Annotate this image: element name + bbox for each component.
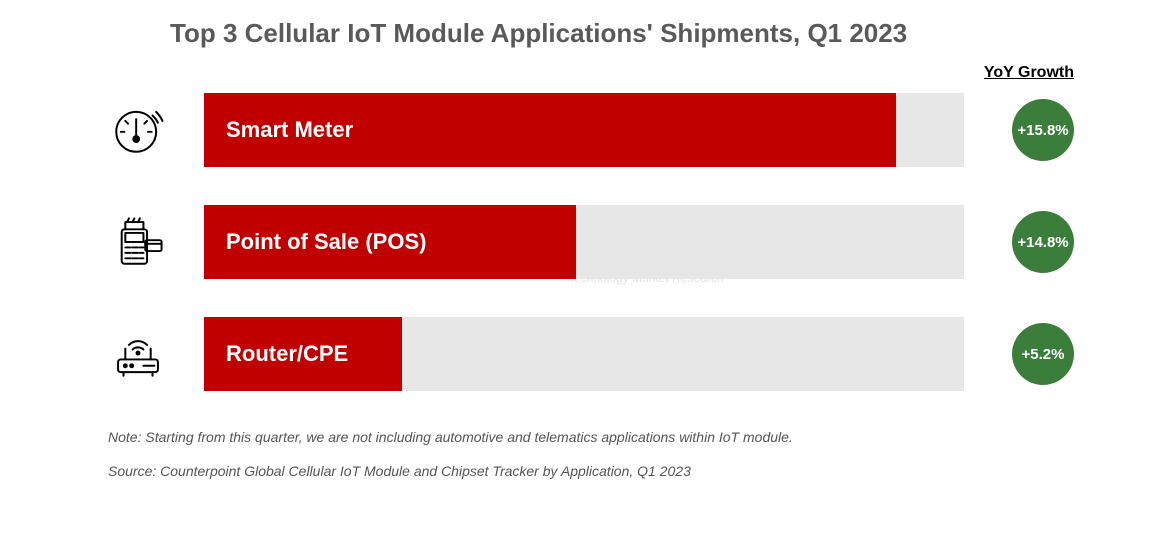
footnote-note: Note: Starting from this quarter, we are… bbox=[108, 429, 1094, 445]
bar-row: Router/CPE +5.2% bbox=[100, 317, 1094, 391]
bar-row: Smart Meter +15.8% bbox=[100, 93, 1094, 167]
growth-badge: +14.8% bbox=[1012, 211, 1074, 273]
bar-fill: Point of Sale (POS) bbox=[204, 205, 576, 279]
bar-track: Router/CPE bbox=[204, 317, 964, 391]
footnote-source: Source: Counterpoint Global Cellular IoT… bbox=[108, 463, 1094, 479]
smart-meter-icon bbox=[100, 101, 176, 159]
bar-track: Point of Sale (POS) bbox=[204, 205, 964, 279]
bar-label: Router/CPE bbox=[204, 341, 348, 367]
chart-container: Top 3 Cellular IoT Module Applications' … bbox=[0, 0, 1154, 553]
pos-icon bbox=[100, 213, 176, 271]
growth-column-header: YoY Growth bbox=[984, 64, 1074, 82]
bar-row: Point of Sale (POS) +14.8% bbox=[100, 205, 1094, 279]
router-icon bbox=[100, 325, 176, 383]
bar-fill: Router/CPE bbox=[204, 317, 402, 391]
chart-title: Top 3 Cellular IoT Module Applications' … bbox=[170, 18, 1094, 49]
growth-badge: +15.8% bbox=[1012, 99, 1074, 161]
bar-label: Smart Meter bbox=[204, 117, 353, 143]
bar-rows: Smart Meter +15.8% bbox=[100, 93, 1094, 391]
bar-fill: Smart Meter bbox=[204, 93, 896, 167]
growth-badge: +5.2% bbox=[1012, 323, 1074, 385]
bar-label: Point of Sale (POS) bbox=[204, 229, 426, 255]
bar-track: Smart Meter bbox=[204, 93, 964, 167]
